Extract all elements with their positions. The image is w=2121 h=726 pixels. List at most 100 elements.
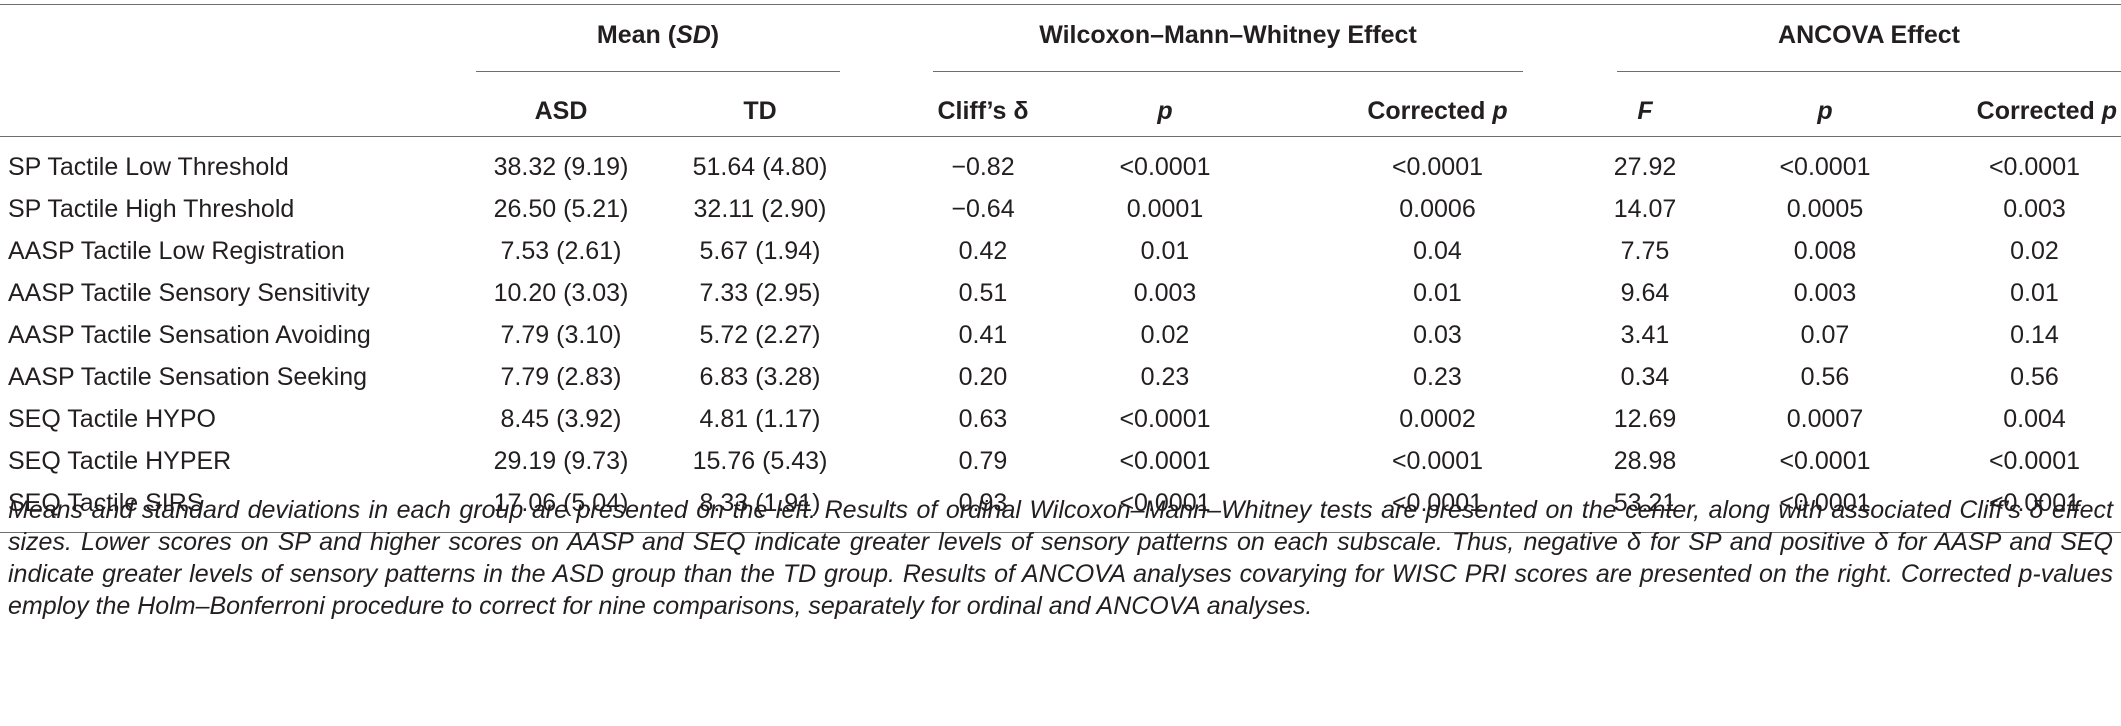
cell-td: 5.72 (2.27): [699, 321, 821, 349]
col-header-corrected-p-ancova: Corrected p: [1952, 97, 2117, 126]
row-label: SEQ Tactile HYPER: [8, 447, 232, 475]
table-bottom-rule: [0, 532, 2121, 533]
header-bottom-rule: [0, 136, 2121, 137]
cell-p1: 0.02: [1140, 321, 1190, 349]
cell-cp1: <0.0001: [1391, 447, 1484, 475]
col-header-corrected-p-ancova-em: p: [2101, 97, 2117, 125]
cell-asd: 7.53 (2.61): [500, 237, 622, 265]
group-header-mean-pre: Mean (: [596, 21, 677, 49]
cell-p1: 0.23: [1140, 363, 1190, 391]
cell-p2: 0.0005: [1786, 195, 1864, 223]
cell-asd: 38.32 (9.19): [493, 153, 629, 181]
top-rule: [0, 4, 2121, 5]
cell-cp1: <0.0001: [1391, 489, 1484, 517]
cell-cliffs: 0.93: [958, 489, 1008, 517]
cell-f: 53.21: [1613, 489, 1677, 517]
col-header-p-ancova: p: [1745, 97, 1905, 126]
cell-cp1: 0.03: [1413, 321, 1462, 349]
cell-p2: <0.0001: [1779, 447, 1871, 475]
cell-cp2: <0.0001: [1988, 153, 2081, 181]
group-header-mean-post: ): [710, 21, 720, 49]
cell-cp2: 0.01: [2010, 279, 2059, 307]
table-footnote: Means and standard deviations in each gr…: [8, 496, 2113, 620]
cell-p2: 0.008: [1793, 237, 1857, 265]
row-label: AASP Tactile Low Registration: [8, 237, 345, 265]
cell-cliffs: 0.79: [958, 447, 1008, 475]
cell-p1: 0.01: [1140, 237, 1190, 265]
cell-cliffs: 0.51: [958, 279, 1008, 307]
cell-cp1: 0.01: [1413, 279, 1462, 307]
row-label: AASP Tactile Sensation Seeking: [8, 363, 368, 391]
cell-asd: 29.19 (9.73): [493, 447, 629, 475]
cell-cliffs: 0.20: [958, 363, 1008, 391]
cell-f: 7.75: [1620, 237, 1670, 265]
cell-td: 4.81 (1.17): [699, 405, 821, 433]
cell-f: 27.92: [1613, 153, 1677, 181]
cell-asd: 17.06 (5.04): [493, 489, 629, 517]
cell-cp1: 0.23: [1413, 363, 1462, 391]
cell-td: 7.33 (2.95): [699, 279, 821, 307]
cell-cp1: <0.0001: [1391, 153, 1484, 181]
cell-asd: 7.79 (3.10): [500, 321, 622, 349]
cell-p1: <0.0001: [1119, 447, 1211, 475]
cell-cp2: <0.0001: [1988, 489, 2081, 517]
cell-p1: <0.0001: [1119, 489, 1211, 517]
group-header-mean-em: SD: [676, 21, 711, 49]
cell-p2: <0.0001: [1779, 153, 1871, 181]
cell-td: 15.76 (5.43): [692, 447, 828, 475]
cell-f: 0.34: [1620, 363, 1670, 391]
mean-group-rule: [476, 71, 840, 72]
col-header-f-em: F: [1637, 97, 1653, 125]
row-label: SP Tactile High Threshold: [8, 195, 295, 223]
cell-cp2: 0.14: [2010, 321, 2059, 349]
col-header-td: TD: [743, 97, 777, 125]
cell-td: 8.33 (1.91): [699, 489, 821, 517]
cell-p1: <0.0001: [1119, 153, 1211, 181]
cell-f: 28.98: [1613, 447, 1677, 475]
cell-cp2: 0.02: [2010, 237, 2059, 265]
cell-p2: <0.0001: [1779, 489, 1871, 517]
col-header-p-ancova-em: p: [1817, 97, 1833, 125]
cell-p1: 0.0001: [1126, 195, 1204, 223]
cell-asd: 7.79 (2.83): [500, 363, 622, 391]
cell-cp1: 0.0006: [1399, 195, 1476, 223]
group-header-mean: Mean (SD): [476, 21, 840, 50]
cell-p2: 0.56: [1800, 363, 1850, 391]
col-header-asd: ASD: [534, 97, 588, 125]
cell-td: 32.11 (2.90): [693, 195, 827, 223]
cell-cliffs: −0.82: [951, 153, 1015, 181]
col-header-cliffs-delta: Cliff’s δ: [937, 97, 1029, 125]
col-header-p-wilcoxon: p: [1085, 97, 1245, 126]
cell-cp2: 0.004: [2003, 405, 2066, 433]
col-header-corrected-p-ancova-pre: Corrected: [1976, 97, 2102, 125]
col-header-corrected-p-wilcoxon-em: p: [1492, 97, 1508, 125]
row-label: SEQ Tactile HYPO: [8, 405, 216, 433]
cell-cliffs: −0.64: [951, 195, 1015, 223]
row-label: AASP Tactile Sensory Sensitivity: [8, 279, 370, 307]
cell-cliffs: 0.41: [958, 321, 1008, 349]
cell-f: 3.41: [1620, 321, 1670, 349]
cell-asd: 26.50 (5.21): [493, 195, 629, 223]
group-header-ancova: ANCOVA Effect: [1778, 21, 1960, 49]
cell-td: 5.67 (1.94): [699, 237, 821, 265]
cell-cp2: 0.003: [2003, 195, 2066, 223]
cell-f: 12.69: [1613, 405, 1677, 433]
cell-f: 14.07: [1613, 195, 1677, 223]
row-label: AASP Tactile Sensation Avoiding: [8, 321, 371, 349]
col-header-f: F: [1585, 97, 1705, 126]
cell-p1: 0.003: [1133, 279, 1197, 307]
cell-cp2: 0.56: [2010, 363, 2059, 391]
cell-p2: 0.003: [1793, 279, 1857, 307]
cell-p2: 0.0007: [1786, 405, 1864, 433]
col-header-corrected-p-wilcoxon-pre: Corrected: [1367, 97, 1493, 125]
row-label: SP Tactile Low Threshold: [8, 153, 289, 181]
cell-td: 51.64 (4.80): [692, 153, 828, 181]
ancova-group-rule: [1617, 71, 2121, 72]
cell-cp1: 0.0002: [1399, 405, 1476, 433]
col-header-p-wilcoxon-em: p: [1157, 97, 1173, 125]
row-label: SEQ Tactile SIRS: [8, 489, 204, 517]
col-header-corrected-p-wilcoxon: Corrected p: [1310, 97, 1565, 126]
cell-asd: 8.45 (3.92): [500, 405, 622, 433]
wilcoxon-group-rule: [933, 71, 1523, 72]
cell-p1: <0.0001: [1119, 405, 1211, 433]
